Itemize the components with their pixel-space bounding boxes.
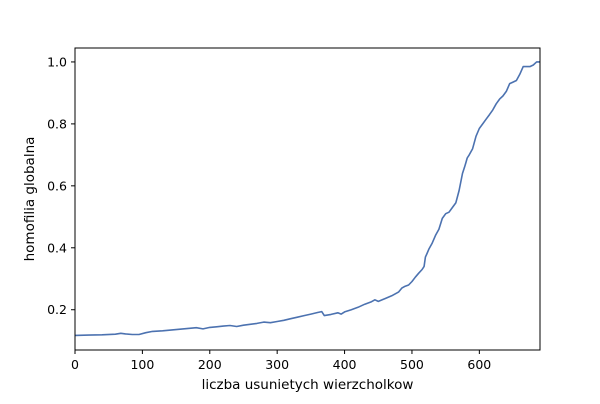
plot-frame: [74, 47, 541, 351]
x-tick-label: 400: [333, 357, 357, 372]
y-tick-label: 0.8: [47, 116, 67, 131]
y-tick-label: 0.6: [47, 178, 67, 193]
x-tick-label: 500: [400, 357, 424, 372]
series-layer: [74, 61, 540, 337]
y-axis-title: homofilia globalna: [22, 137, 38, 262]
x-tick-label: 600: [467, 357, 491, 372]
x-axis-title: liczba usunietych wierzcholkow: [202, 377, 414, 393]
series-line-0: [74, 61, 540, 337]
x-tick-label: 0: [71, 357, 79, 372]
x-tick-label: 300: [265, 357, 289, 372]
x-tick-label: 100: [130, 357, 154, 372]
y-tick-label: 0.4: [47, 240, 67, 255]
y-tick-label: 1.0: [47, 54, 67, 69]
ticks-layer: 0 100 200 300 400 500 600 0.2 0.4 0.6 0.8 1.0: [47, 54, 491, 372]
y-tick-label: 0.2: [47, 302, 67, 317]
x-tick-label: 200: [198, 357, 222, 372]
